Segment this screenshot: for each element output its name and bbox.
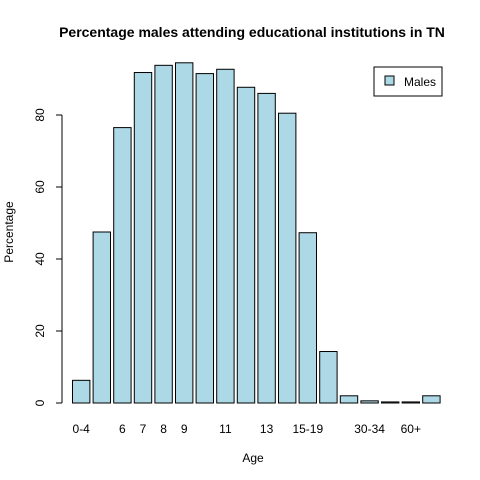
x-tick-label: 0-4 [73, 422, 91, 436]
x-tick-label: 13 [260, 422, 274, 436]
legend-swatch [384, 75, 395, 86]
x-tick-label: 8 [160, 422, 167, 436]
x-tick-label: 9 [181, 422, 188, 436]
x-tick-labels: 0-4 6 7 8 9 11 13 15-19 30-34 60+ [73, 422, 421, 436]
legend: Males [373, 66, 443, 97]
bar-30-34 [360, 400, 379, 404]
x-tick-label: 11 [219, 422, 232, 436]
bar-13 [257, 92, 276, 404]
bar-8 [154, 64, 173, 404]
bar-20-24 [319, 351, 338, 404]
y-tick-label: 0 [33, 399, 47, 406]
y-axis: 0 20 40 60 80 [33, 108, 63, 406]
bar-7 [133, 72, 153, 404]
bar-6 [113, 127, 132, 404]
bar-11 [216, 68, 235, 404]
legend-label: Males [404, 75, 436, 89]
x-axis-label: Age [242, 451, 264, 465]
y-tick-label: 60 [33, 180, 47, 194]
x-tick-label: 15-19 [292, 422, 323, 436]
x-tick-label: 60+ [401, 422, 421, 436]
bar-5 [92, 231, 111, 404]
y-tick-label: 20 [33, 324, 47, 338]
y-tick-label: 80 [33, 108, 47, 122]
x-tick-label: 6 [119, 422, 126, 436]
x-tick-label: 30-34 [354, 422, 385, 436]
bars [72, 62, 441, 404]
y-axis-label: Percentage [2, 201, 16, 263]
bar-age-not-stated [422, 395, 441, 404]
bar-9 [175, 62, 194, 404]
bar-25-29 [339, 395, 359, 404]
x-tick-label: 7 [140, 422, 147, 436]
bar-14 [278, 112, 297, 404]
bar-12 [236, 86, 256, 404]
bar-0-4 [72, 379, 91, 404]
bar-60+ [401, 401, 421, 404]
bar-15-19 [298, 232, 318, 404]
bar-35-59 [381, 401, 400, 404]
chart-title: Percentage males attending educational i… [59, 24, 445, 40]
bar-10 [195, 73, 215, 404]
y-tick-label: 40 [33, 252, 47, 266]
